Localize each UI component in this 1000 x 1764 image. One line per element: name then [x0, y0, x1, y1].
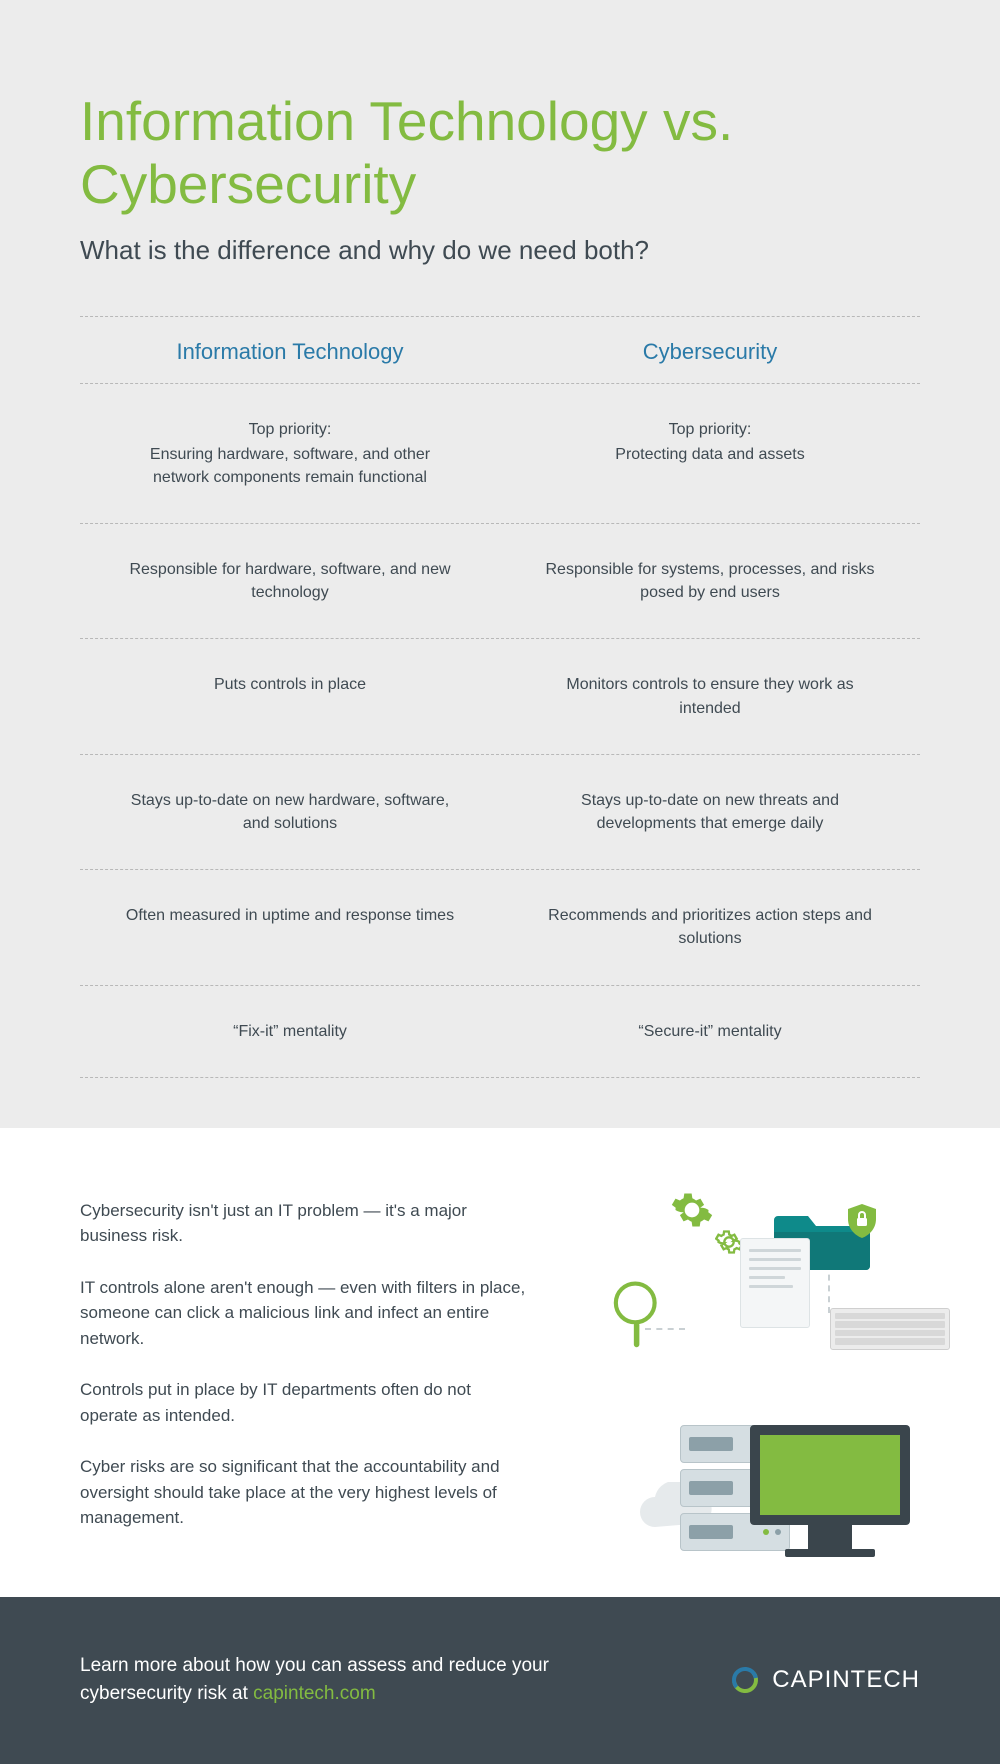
- priority-label: Top priority:: [540, 418, 880, 441]
- footer-link[interactable]: capintech.com: [253, 1683, 376, 1704]
- comparison-row: Responsible for hardware, software, and …: [80, 524, 920, 639]
- comparison-row: “Fix-it” mentality “Secure-it” mentality: [80, 986, 920, 1078]
- cell-text: Responsible for hardware, software, and …: [129, 561, 450, 601]
- mid-paragraph: Controls put in place by IT departments …: [80, 1377, 530, 1428]
- comparison-table: Information Technology Cybersecurity Top…: [80, 316, 920, 1078]
- comparison-cell-it: Puts controls in place: [80, 639, 500, 753]
- capintech-logo: CAPINTECH: [730, 1665, 920, 1695]
- cell-text: Protecting data and assets: [615, 446, 804, 463]
- comparison-row: Stays up-to-date on new hardware, softwa…: [80, 755, 920, 870]
- mid-text-block: Cybersecurity isn't just an IT problem —…: [80, 1198, 530, 1557]
- keyboard-icon: [830, 1308, 950, 1350]
- comparison-cell-it: Often measured in uptime and response ti…: [80, 870, 500, 984]
- comparison-cell-cyber: Responsible for systems, processes, and …: [500, 524, 920, 638]
- comparison-row: Puts controls in place Monitors controls …: [80, 639, 920, 754]
- comparison-header-row: Information Technology Cybersecurity: [80, 317, 920, 384]
- gear-icon: [715, 1228, 743, 1256]
- comparison-cell-it: Stays up-to-date on new hardware, softwa…: [80, 755, 500, 869]
- cell-text: Often measured in uptime and response ti…: [126, 907, 454, 924]
- cell-text: Responsible for systems, processes, and …: [545, 561, 874, 601]
- column-heading-it: Information Technology: [80, 317, 500, 383]
- priority-label: Top priority:: [120, 418, 460, 441]
- cell-text: Puts controls in place: [214, 676, 366, 693]
- infographic-page: Information Technology vs. Cybersecurity…: [0, 0, 1000, 1764]
- cell-text: “Fix-it” mentality: [233, 1023, 347, 1040]
- magnifier-icon: [610, 1278, 666, 1355]
- comparison-cell-cyber: “Secure-it” mentality: [500, 986, 920, 1077]
- comparison-cell-it: Responsible for hardware, software, and …: [80, 524, 500, 638]
- footer-text: Learn more about how you can assess and …: [80, 1652, 600, 1709]
- comparison-row: Top priority: Ensuring hardware, software…: [80, 384, 920, 525]
- cell-text: Ensuring hardware, software, and other n…: [150, 446, 430, 486]
- monitor-icon: [750, 1425, 910, 1557]
- cell-text: “Secure-it” mentality: [638, 1023, 781, 1040]
- comparison-cell-it: Top priority: Ensuring hardware, software…: [80, 384, 500, 524]
- logo-mark-icon: [730, 1665, 760, 1695]
- cell-text: Stays up-to-date on new hardware, softwa…: [131, 792, 449, 832]
- comparison-row: Often measured in uptime and response ti…: [80, 870, 920, 985]
- mid-paragraph: Cybersecurity isn't just an IT problem —…: [80, 1198, 530, 1249]
- comparison-cell-cyber: Top priority: Protecting data and assets: [500, 384, 920, 524]
- mid-paragraph: Cyber risks are so significant that the …: [80, 1454, 530, 1531]
- top-section: Information Technology vs. Cybersecurity…: [0, 0, 1000, 1128]
- comparison-cell-it: “Fix-it” mentality: [80, 986, 500, 1077]
- comparison-cell-cyber: Stays up-to-date on new threats and deve…: [500, 755, 920, 869]
- mid-paragraph: IT controls alone aren't enough — even w…: [80, 1275, 530, 1352]
- page-title: Information Technology vs. Cybersecurity: [80, 90, 920, 217]
- footer: Learn more about how you can assess and …: [0, 1597, 1000, 1764]
- column-heading-cyber: Cybersecurity: [500, 317, 920, 383]
- logo-text: CAPINTECH: [772, 1666, 920, 1694]
- cell-text: Stays up-to-date on new threats and deve…: [581, 792, 839, 832]
- comparison-cell-cyber: Monitors controls to ensure they work as…: [500, 639, 920, 753]
- illustration: [560, 1198, 920, 1557]
- comparison-cell-cyber: Recommends and prioritizes action steps …: [500, 870, 920, 984]
- cell-text: Recommends and prioritizes action steps …: [548, 907, 872, 947]
- mid-section: Cybersecurity isn't just an IT problem —…: [0, 1128, 1000, 1597]
- cell-text: Monitors controls to ensure they work as…: [566, 676, 853, 716]
- gear-icon: [670, 1188, 714, 1232]
- page-subtitle: What is the difference and why do we nee…: [80, 235, 920, 266]
- document-icon: [740, 1238, 810, 1328]
